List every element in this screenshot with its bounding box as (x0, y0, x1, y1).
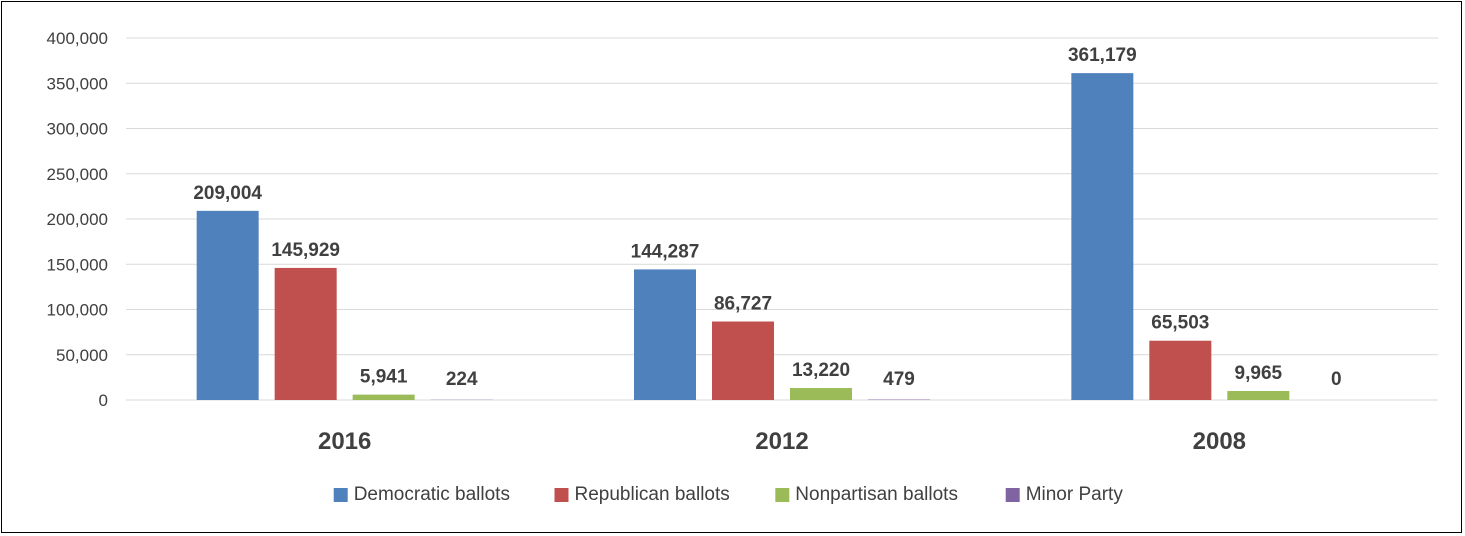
legend-label: Republican ballots (575, 484, 730, 505)
data-label: 224 (446, 369, 478, 390)
data-label: 5,941 (360, 367, 408, 388)
y-tick-label: 150,000 (47, 255, 108, 274)
legend-swatch (775, 488, 790, 502)
y-tick-label: 0 (99, 391, 108, 410)
y-tick-label: 200,000 (47, 210, 108, 229)
legend-label: Democratic ballots (354, 484, 510, 505)
data-label: 361,179 (1068, 45, 1137, 66)
x-category-label: 2012 (755, 428, 808, 455)
x-category-label: 2008 (1193, 428, 1246, 455)
data-label: 65,503 (1151, 313, 1209, 334)
bars (196, 73, 1290, 401)
data-label: 13,220 (792, 360, 850, 381)
legend-swatch (554, 488, 569, 502)
bar-nonpartisan-ballots-2016 (352, 394, 415, 400)
legend-swatch (333, 488, 348, 502)
y-tick-label: 350,000 (47, 74, 108, 93)
y-tick-label: 400,000 (47, 29, 108, 48)
y-axis-ticks: 0 50,000 100,000 150,000 200,000 250,000 300,0… (47, 29, 108, 410)
y-tick-label: 50,000 (56, 346, 108, 365)
y-tick-label: 300,000 (47, 120, 108, 139)
x-category-label: 2016 (318, 428, 371, 455)
data-label: 479 (883, 369, 915, 390)
bar-republican-ballots-2016 (274, 267, 337, 400)
gridlines (126, 37, 1438, 401)
bar-democratic-ballots-2016 (196, 210, 259, 400)
data-labels: 209,004 145,929 5,941 224 144,287 86,727 13,22… (193, 45, 1341, 390)
data-label: 86,727 (714, 294, 772, 315)
bar-republican-ballots-2012 (712, 321, 774, 400)
data-label: 9,965 (1235, 363, 1283, 384)
y-tick-label: 250,000 (47, 165, 108, 184)
data-label: 0 (1331, 369, 1342, 390)
bar-nonpartisan-ballots-2008 (1227, 390, 1290, 400)
bar-democratic-ballots-2012 (634, 269, 696, 400)
y-tick-label: 100,000 (47, 301, 108, 320)
legend-label: Minor Party (1026, 484, 1124, 505)
data-label: 209,004 (193, 183, 262, 204)
data-label: 145,929 (271, 240, 340, 261)
data-label: 144,287 (631, 241, 700, 262)
legend: Democratic ballots Republican ballots Nonp… (333, 484, 1124, 505)
bar-democratic-ballots-2008 (1071, 73, 1134, 401)
bar-nonpartisan-ballots-2012 (790, 388, 852, 400)
bar-republican-ballots-2008 (1149, 340, 1212, 400)
x-axis-categories: 2016 2012 2008 (318, 428, 1246, 455)
legend-label: Nonpartisan ballots (795, 484, 958, 505)
legend-swatch (1005, 488, 1020, 502)
